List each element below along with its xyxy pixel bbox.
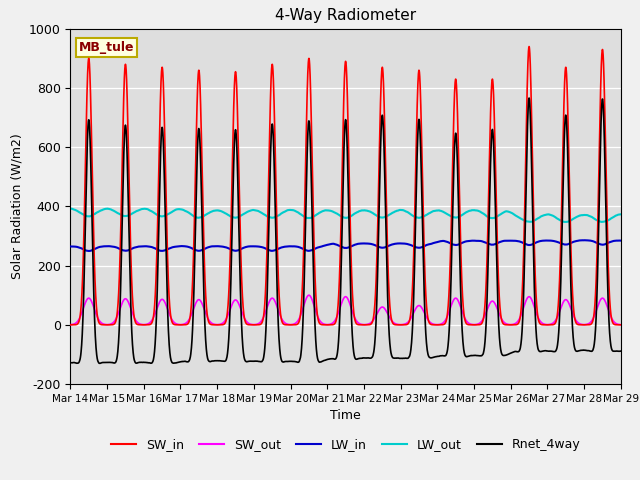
- LW_in: [484, 241, 492, 247]
- LW_in: [67, 243, 74, 249]
- SW_in: [594, 224, 602, 229]
- Rnet_4way: [96, 360, 104, 366]
- LW_out: [587, 214, 595, 219]
- LW_out: [617, 212, 625, 217]
- LW_out: [594, 218, 602, 224]
- LW_in: [469, 238, 477, 243]
- Line: Rnet_4way: Rnet_4way: [70, 98, 621, 363]
- LW_out: [484, 214, 492, 220]
- LW_in: [86, 248, 93, 254]
- SW_out: [484, 304, 492, 310]
- SW_in: [617, 322, 625, 328]
- LW_in: [580, 237, 588, 243]
- Line: LW_in: LW_in: [70, 240, 621, 251]
- SW_out: [587, 319, 595, 325]
- SW_in: [525, 44, 533, 49]
- LW_out: [67, 205, 74, 211]
- LW_in: [587, 238, 595, 244]
- LW_in: [253, 244, 261, 250]
- LW_in: [617, 238, 625, 243]
- SW_in: [469, 322, 477, 328]
- Line: LW_out: LW_out: [70, 208, 621, 222]
- SW_in: [253, 322, 261, 328]
- LW_out: [327, 208, 335, 214]
- SW_out: [327, 321, 335, 327]
- SW_in: [67, 322, 74, 328]
- SW_out: [594, 303, 602, 309]
- SW_out: [253, 321, 261, 327]
- Rnet_4way: [525, 95, 533, 101]
- LW_out: [469, 207, 477, 213]
- LW_out: [253, 208, 261, 214]
- Legend: SW_in, SW_out, LW_in, LW_out, Rnet_4way: SW_in, SW_out, LW_in, LW_out, Rnet_4way: [106, 433, 586, 456]
- Rnet_4way: [617, 348, 625, 354]
- SW_in: [484, 210, 492, 216]
- Y-axis label: Solar Radiation (W/m2): Solar Radiation (W/m2): [10, 133, 23, 279]
- Title: 4-Way Radiometer: 4-Way Radiometer: [275, 9, 416, 24]
- SW_in: [587, 321, 595, 327]
- SW_out: [305, 292, 313, 298]
- SW_in: [327, 322, 335, 328]
- Rnet_4way: [67, 360, 74, 366]
- LW_in: [594, 240, 602, 246]
- Rnet_4way: [484, 252, 492, 257]
- SW_out: [67, 322, 74, 327]
- Text: MB_tule: MB_tule: [79, 41, 134, 54]
- SW_out: [617, 322, 625, 328]
- Rnet_4way: [594, 262, 602, 267]
- X-axis label: Time: Time: [330, 409, 361, 422]
- Line: SW_out: SW_out: [70, 295, 621, 325]
- Rnet_4way: [327, 356, 335, 361]
- LW_in: [327, 241, 335, 247]
- Rnet_4way: [469, 353, 477, 359]
- SW_out: [469, 322, 477, 327]
- LW_out: [561, 219, 568, 225]
- Rnet_4way: [253, 359, 261, 364]
- Line: SW_in: SW_in: [70, 47, 621, 325]
- Rnet_4way: [587, 348, 595, 354]
